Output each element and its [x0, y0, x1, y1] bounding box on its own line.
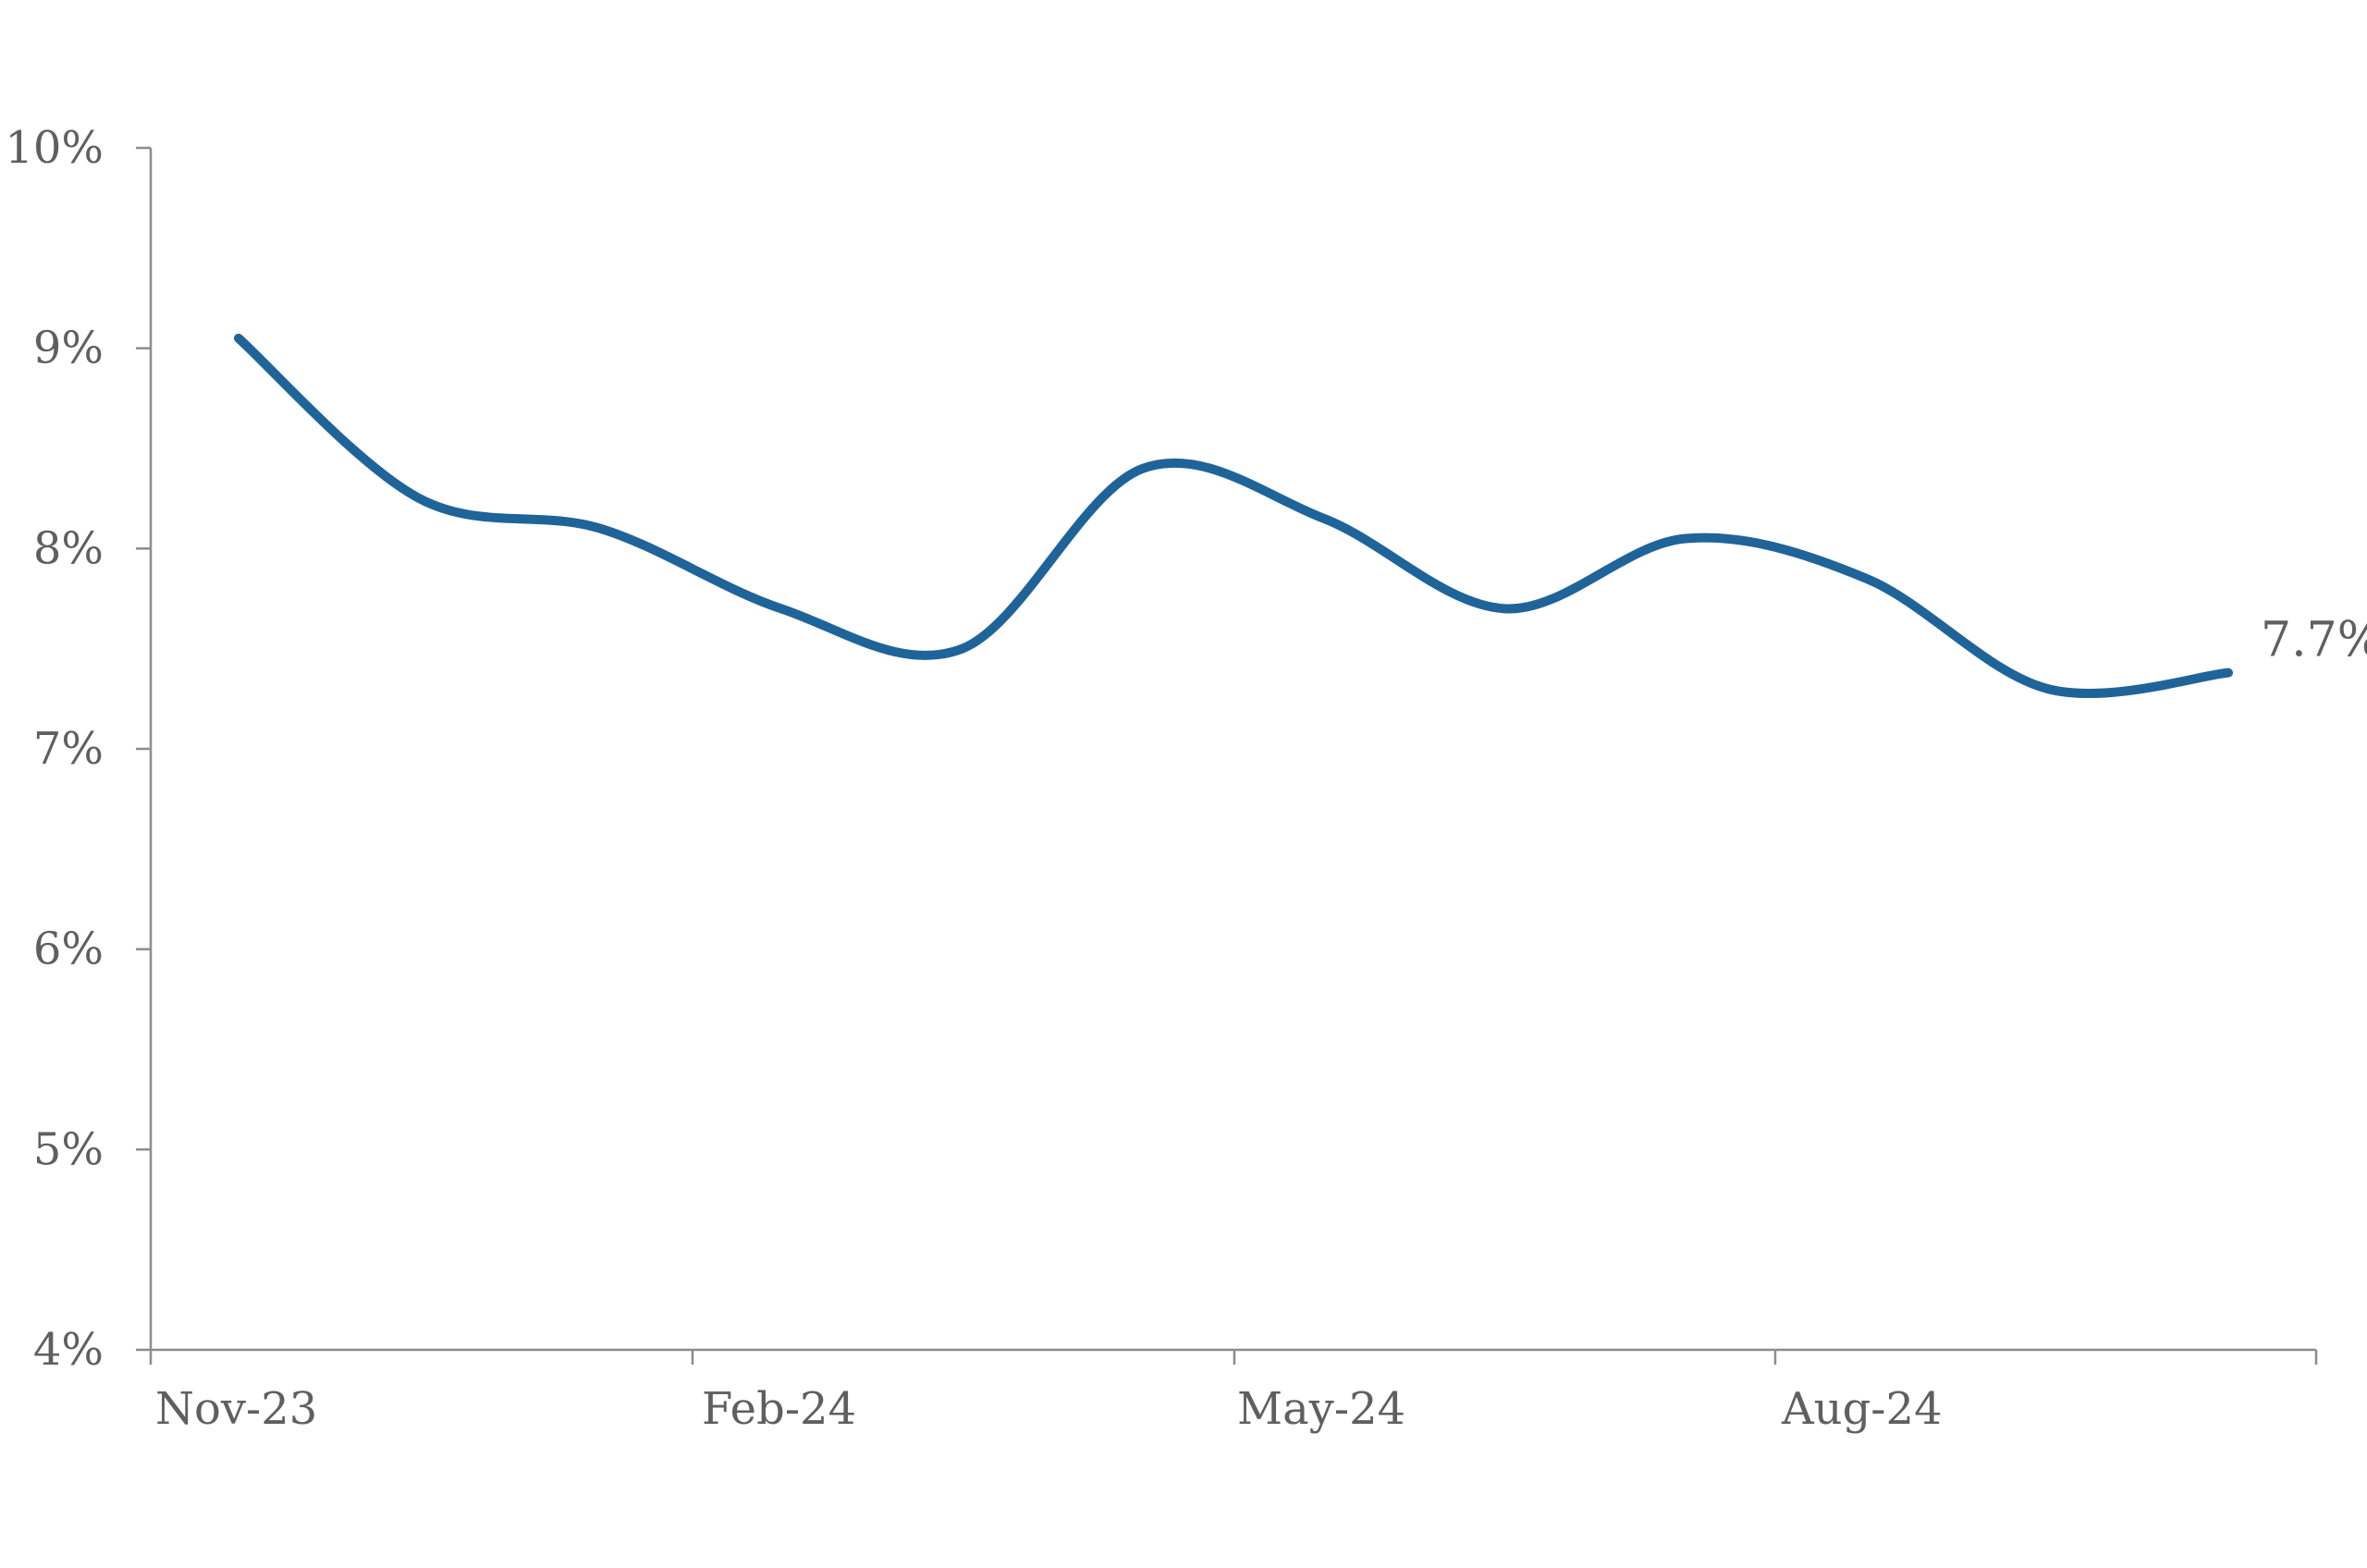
series-group: 7.7%: [234, 333, 2367, 698]
series-line: [234, 333, 2233, 698]
x-tick-label: Nov-23: [155, 1383, 317, 1435]
y-tick-label: 8%: [33, 522, 104, 574]
y-tick-label: 10%: [5, 122, 104, 174]
x-tick-label: May-24: [1237, 1383, 1405, 1435]
y-tick-label: 6%: [33, 924, 104, 975]
y-tick-label: 5%: [33, 1123, 104, 1175]
y-tick-label: 4%: [33, 1324, 104, 1376]
x-axis-ticks: Nov-23 Feb-24 May-24 Aug-24: [149, 1350, 2318, 1435]
y-axis-ticks: 4% 5% 6% 7% 8% 9% 10%: [5, 122, 151, 1376]
x-tick-label: Aug-24: [1781, 1383, 1943, 1435]
y-tick-label: 7%: [33, 723, 104, 775]
x-tick-label: Feb-24: [702, 1383, 856, 1435]
y-tick-label: 9%: [33, 323, 104, 374]
end-value-label: 7.7%: [2261, 613, 2367, 668]
axes: [149, 148, 2316, 1352]
